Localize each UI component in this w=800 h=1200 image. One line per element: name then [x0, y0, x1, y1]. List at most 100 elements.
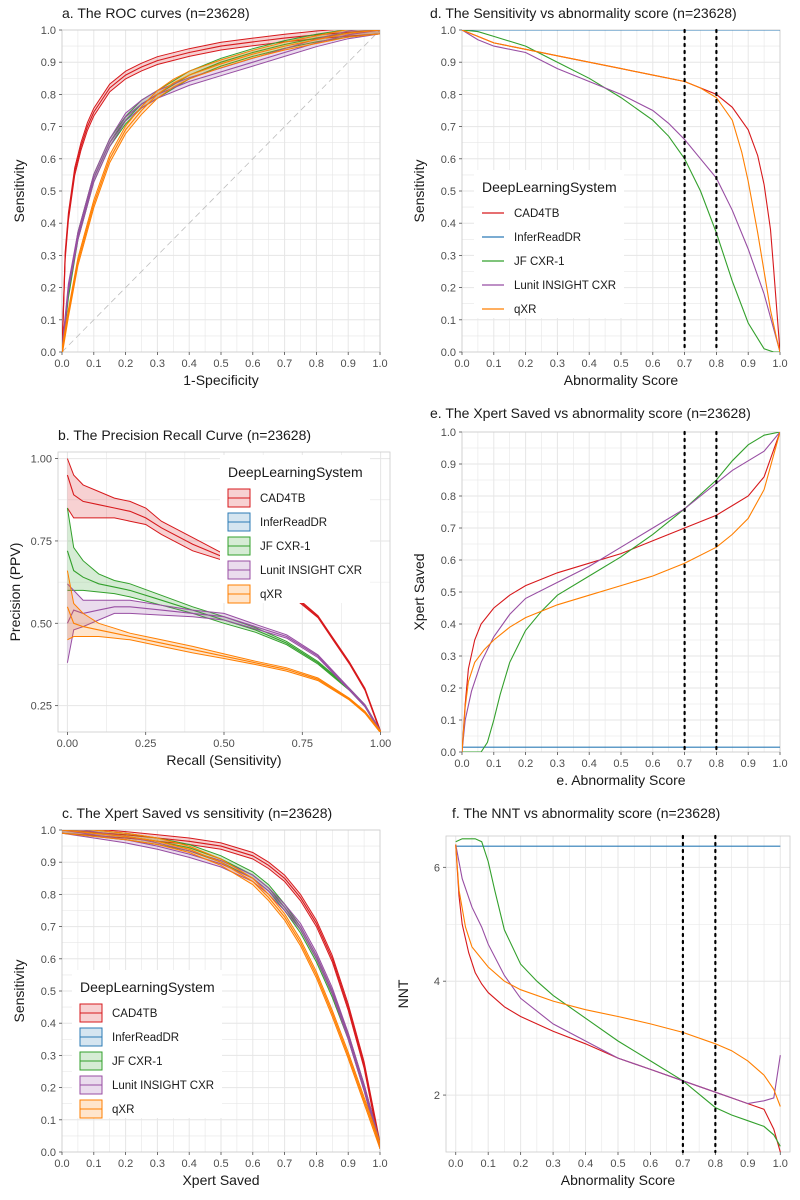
y-tick-label: 0.4 — [441, 619, 456, 631]
x-tick-label: 0.2 — [118, 1158, 133, 1170]
y-tick-label: 0.75 — [31, 536, 52, 548]
series-line-qxr — [455, 844, 781, 1107]
x-tick-label: 0.5 — [613, 358, 628, 370]
grid-e — [461, 431, 781, 753]
legend-label-inferreaddr: InferReadDR — [514, 232, 581, 244]
x-tick-label: 0.3 — [545, 1158, 560, 1170]
series-qxr — [462, 30, 780, 352]
x-tick-label: 0.1 — [486, 358, 501, 370]
x-tick-label: 0.5 — [213, 1158, 228, 1170]
x-tick-label: 0.9 — [741, 758, 756, 770]
series-line-cad4tb — [62, 30, 380, 352]
y-axis-label-e: Xpert Saved — [411, 553, 427, 630]
x-tick-label: 0.1 — [481, 1158, 496, 1170]
legend-title: DeepLearningSystem — [482, 179, 617, 195]
x-tick-label: 0.7 — [677, 358, 692, 370]
x-tick-label: 0.3 — [150, 358, 165, 370]
y-tick-label: 0.9 — [41, 57, 56, 69]
data-layer-a — [62, 30, 380, 352]
y-tick-label: 0.2 — [441, 283, 456, 295]
x-tick-label: 0.6 — [645, 758, 660, 770]
legend-label-lunit-insight-cxr: Lunit INSIGHT CXR — [260, 565, 362, 577]
x-tick-label: 0.5 — [613, 758, 628, 770]
series-lunit-insight-cxr — [462, 432, 780, 752]
y-axis-label-d: Sensitivity — [411, 159, 427, 222]
y-tick-label: 0.6 — [441, 555, 456, 567]
x-tick-label: 0.9 — [341, 1158, 356, 1170]
x-tick-label: 0.7 — [675, 1158, 690, 1170]
ci-lower-cad4tb — [66, 507, 381, 732]
ci-lower-cad4tb — [62, 832, 380, 1149]
x-axis-label-b: Recall (Sensitivity) — [166, 752, 281, 768]
y-tick-label: 0.0 — [441, 747, 456, 759]
panel-b: 0.00 0.25 0.50 0.75 1.00 0.25 0.50 0.75 1.00 b. T… — [7, 427, 391, 768]
series-jf-cxr-1 — [462, 432, 780, 752]
x-tick-label: 0.4 — [582, 358, 597, 370]
series-line-qxr — [66, 606, 382, 732]
y-tick-label: 0.7 — [441, 122, 456, 134]
y-tick-label: 1.0 — [441, 25, 456, 37]
y-tick-label: 6 — [434, 862, 440, 874]
legend-title: DeepLearningSystem — [80, 979, 215, 995]
ci-lower-lunit-insight-cxr — [66, 612, 381, 732]
y-tick-label: 0.1 — [441, 715, 456, 727]
x-tick-label: 0.3 — [150, 1158, 165, 1170]
ci-upper-qxr — [62, 30, 348, 349]
series-line-qxr — [462, 432, 780, 752]
x-tick-label: 0.9 — [740, 1158, 755, 1170]
x-tick-label: 0.0 — [54, 1158, 69, 1170]
legend-label-inferreaddr: InferReadDR — [112, 1032, 179, 1044]
x-tick-label: 0.1 — [86, 358, 101, 370]
x-tick-label: 0.2 — [518, 358, 533, 370]
y-axis-label-c: Sensitivity — [11, 959, 27, 1022]
ci-lower-qxr — [62, 33, 380, 352]
series-cad4tb — [66, 458, 382, 732]
series-line-lunit-insight-cxr — [455, 844, 781, 1105]
legend-label-lunit-insight-cxr: Lunit INSIGHT CXR — [514, 280, 616, 292]
legend-title: DeepLearningSystem — [228, 464, 363, 480]
y-tick-label: 0.0 — [41, 1147, 56, 1159]
x-tick-label: 0.7 — [277, 1158, 292, 1170]
legend-label-qxr: qXR — [112, 1104, 134, 1116]
y-tick-label: 0.5 — [441, 587, 456, 599]
series-line-lunit-insight-cxr — [462, 432, 780, 752]
series-line-qxr — [462, 30, 780, 352]
x-tick-label: 1.0 — [773, 1158, 788, 1170]
x-tick-label: 0.8 — [309, 358, 324, 370]
y-tick-label: 1.0 — [41, 825, 56, 837]
legend-label-lunit-insight-cxr: Lunit INSIGHT CXR — [112, 1080, 214, 1092]
x-tick-label: 0.5 — [213, 358, 228, 370]
series-cad4tb — [62, 830, 380, 1149]
panel-c: 0.0 0.1 0.2 0.3 0.4 0.5 0.6 0.7 0.8 0.9 1.0 0.0 0.1 0… — [11, 805, 388, 1188]
y-tick-label: 0.7 — [41, 922, 56, 934]
data-layer-f — [455, 838, 781, 1152]
y-tick-label: 0.25 — [31, 701, 52, 713]
series-cad4tb — [462, 432, 780, 752]
x-tick-label: 1.0 — [372, 1158, 387, 1170]
x-tick-label: 0.4 — [578, 1158, 593, 1170]
panel-title-d: d. The Sensitivity vs abnormality score … — [430, 5, 737, 21]
x-tick-label: 0.3 — [550, 358, 565, 370]
x-tick-label: 0.25 — [135, 738, 156, 750]
x-tick-label: 0.1 — [486, 758, 501, 770]
x-tick-label: 0.1 — [86, 1158, 101, 1170]
x-tick-label: 1.0 — [772, 758, 787, 770]
y-tick-label: 2 — [434, 1090, 440, 1102]
series-lunit-insight-cxr — [455, 844, 781, 1105]
panel-title-c: c. The Xpert Saved vs sensitivity (n=236… — [62, 805, 332, 821]
series-line-qxr — [62, 830, 380, 1146]
panel-e: 0.0 0.1 0.2 0.3 0.4 0.5 0.6 0.7 0.8 0.9 1.0 0.0 0.1 0… — [411, 405, 788, 788]
series-lunit-insight-cxr — [66, 583, 382, 732]
y-tick-label: 0.8 — [441, 89, 456, 101]
legend-label-cad4tb: CAD4TB — [112, 1008, 158, 1020]
ci-lower-qxr — [67, 636, 381, 732]
legend-label-cad4tb: CAD4TB — [514, 208, 560, 220]
series-line-cad4tb — [66, 474, 382, 732]
ci-upper-cad4tb — [99, 830, 380, 1143]
legend-label-jf-cxr-1: JF CXR-1 — [112, 1056, 162, 1068]
x-tick-label: 0.8 — [708, 1158, 723, 1170]
series-qxr — [462, 432, 780, 752]
legend-background — [474, 170, 624, 318]
y-tick-label: 0.1 — [41, 315, 56, 327]
series-line-lunit-insight-cxr — [62, 830, 380, 1146]
